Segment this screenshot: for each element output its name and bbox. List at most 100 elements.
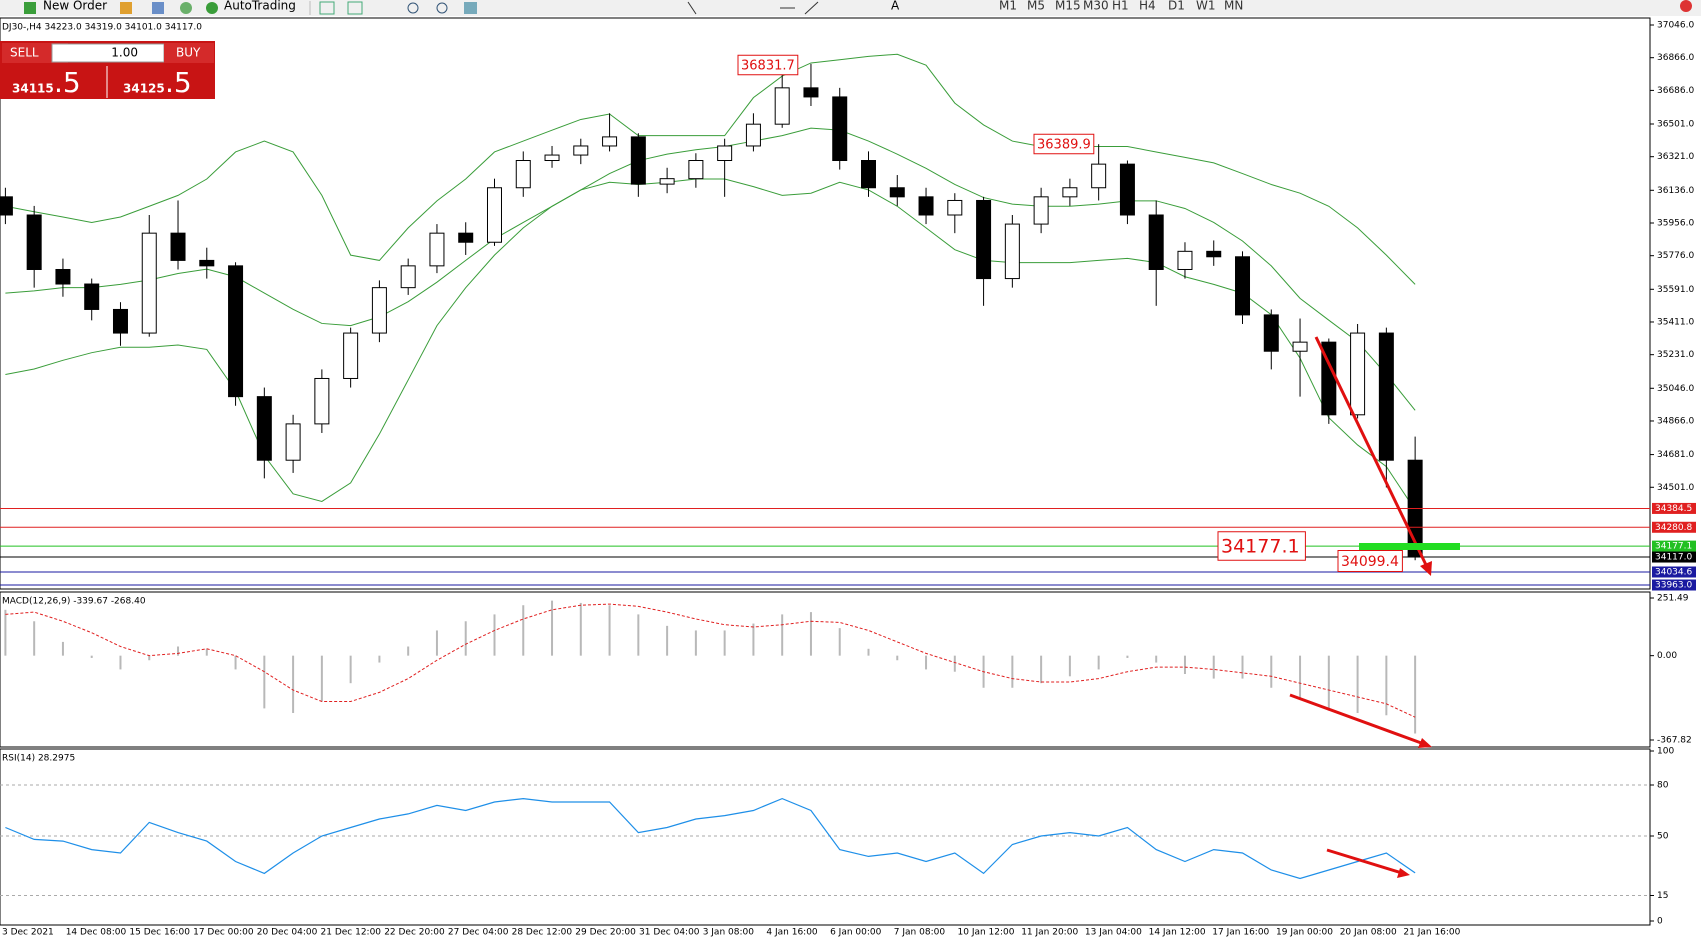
- y-tick-label: 36686.0: [1657, 86, 1694, 96]
- price-level-tag: [1652, 551, 1696, 563]
- time-label: 19 Jan 00:00: [1276, 928, 1333, 938]
- timeframe-button[interactable]: H4: [1139, 0, 1156, 13]
- time-label: 7 Jan 08:00: [894, 928, 946, 938]
- cursor-tool[interactable]: [687, 1, 697, 15]
- timeframe-button[interactable]: D1: [1168, 0, 1185, 13]
- toolbar-icon[interactable]: [120, 2, 132, 14]
- timeframe-button[interactable]: M5: [1027, 0, 1045, 13]
- rsi-panel: [0, 748, 1651, 926]
- candle-body: [889, 187, 905, 198]
- price-annotation-box: [1217, 531, 1306, 561]
- auto-trading-button[interactable]: AutoTrading: [224, 0, 296, 13]
- bid-price[interactable]: 34115: [12, 82, 54, 96]
- candle-body: [745, 123, 761, 147]
- y-tick-label: 36136.0: [1657, 186, 1694, 196]
- y-tick-label: 34681.0: [1657, 450, 1694, 460]
- toolbar-bg: [0, 0, 1701, 16]
- toolbar-icon[interactable]: [152, 2, 164, 14]
- new-order-button[interactable]: New Order: [43, 0, 107, 13]
- macd-panel: [0, 591, 1651, 748]
- price-annotation: 36831.7: [741, 59, 795, 74]
- candle-body: [717, 145, 733, 162]
- y-tick-label: 37046.0: [1657, 21, 1694, 31]
- time-label: 21 Dec 12:00: [321, 928, 382, 938]
- buy-label[interactable]: BUY: [176, 46, 201, 60]
- time-label: 28 Dec 12:00: [512, 928, 573, 938]
- candle-body: [170, 232, 186, 261]
- timeframe-button[interactable]: MN: [1224, 0, 1243, 13]
- price-level-label: 34117.0: [1655, 553, 1692, 563]
- new-order-icon[interactable]: [24, 2, 36, 14]
- candle-body: [918, 196, 934, 216]
- ask-fraction[interactable]: .5: [165, 66, 192, 99]
- y-tick-label: 50: [1657, 832, 1669, 842]
- time-label: 22 Dec 20:00: [384, 928, 445, 938]
- price-level-label: 34034.6: [1655, 567, 1692, 577]
- user-drawings: [1289, 336, 1460, 878]
- y-tick-label: 0: [1657, 917, 1663, 927]
- buy-button[interactable]: [164, 43, 214, 63]
- candle-body: [1091, 163, 1107, 189]
- candle-body: [688, 160, 704, 180]
- tile-windows[interactable]: [464, 2, 477, 14]
- candle-body: [947, 199, 963, 216]
- candle-body: [84, 283, 100, 310]
- price-annotation: 34177.1: [1221, 536, 1300, 558]
- text-tool[interactable]: A: [891, 0, 900, 13]
- candle-body: [1292, 341, 1308, 352]
- arrow-head: [1397, 868, 1410, 878]
- price-level-tag: [1652, 502, 1696, 514]
- bid-fraction[interactable]: .5: [54, 66, 81, 99]
- candle-body: [573, 145, 589, 156]
- candle-body: [774, 87, 790, 125]
- y-tick-label: 36501.0: [1657, 119, 1694, 129]
- alert-icon[interactable]: [1680, 0, 1692, 12]
- auto-trading-icon[interactable]: [206, 2, 218, 14]
- timeframe-button[interactable]: M30: [1083, 0, 1109, 13]
- candle-body: [26, 214, 42, 270]
- time-label: 27 Dec 04:00: [448, 928, 509, 938]
- candle-body: [228, 265, 244, 398]
- time-label: 13 Jan 04:00: [1085, 928, 1142, 938]
- ask-price[interactable]: 34125: [123, 82, 165, 96]
- sell-label[interactable]: SELL: [10, 46, 39, 60]
- volume-input[interactable]: [51, 43, 165, 63]
- zoom-out[interactable]: [436, 2, 448, 14]
- time-label: 15 Dec 16:00: [129, 928, 190, 938]
- toolbar-icon[interactable]: [347, 1, 363, 15]
- timeframe-button[interactable]: W1: [1196, 0, 1216, 13]
- candle-body: [1148, 214, 1164, 270]
- time-label: 10 Jan 12:00: [958, 928, 1015, 938]
- timeframe-button[interactable]: M1: [999, 0, 1017, 13]
- bollinger-band: [5, 178, 1416, 511]
- indicator-title: MACD(12,26,9) -339.67 -268.40: [2, 597, 146, 607]
- y-tick-label: 34501.0: [1657, 483, 1694, 493]
- time-label: 17 Jan 16:00: [1212, 928, 1269, 938]
- timeframe-button[interactable]: M15: [1055, 0, 1081, 13]
- arrow-head: [1420, 561, 1432, 576]
- y-tick-label: 80: [1657, 781, 1669, 791]
- candle-body: [630, 136, 646, 185]
- macd-signal: [5, 603, 1416, 718]
- candle-body: [256, 396, 272, 461]
- y-tick-label: 35956.0: [1657, 218, 1694, 228]
- price-level-label: 34177.1: [1655, 542, 1692, 552]
- candle-body: [1206, 250, 1222, 258]
- y-tick-label: -367.82: [1657, 736, 1692, 746]
- time-label: 20 Dec 04:00: [257, 928, 318, 938]
- candle-body: [285, 423, 301, 461]
- volume-value[interactable]: 1.00: [111, 46, 138, 60]
- toolbar: New Order AutoTrading A M1 M5 M15 M30 H1 H4 D1…: [0, 0, 1701, 16]
- candle-body: [1062, 187, 1078, 198]
- toolbar-icon[interactable]: [180, 2, 192, 14]
- price-annotation-box: [737, 54, 799, 76]
- candle-body: [832, 96, 848, 162]
- one-click-trading: SELL 1.00 BUY 34115 .5 34125 .5: [0, 41, 215, 99]
- y-tick-label: 35776.0: [1657, 251, 1694, 261]
- toolbar-icon[interactable]: [319, 1, 335, 15]
- trendline-tool[interactable]: [804, 1, 819, 15]
- candle-body: [1350, 332, 1366, 416]
- zoom-in[interactable]: [407, 2, 419, 14]
- timeframe-button[interactable]: H1: [1112, 0, 1129, 13]
